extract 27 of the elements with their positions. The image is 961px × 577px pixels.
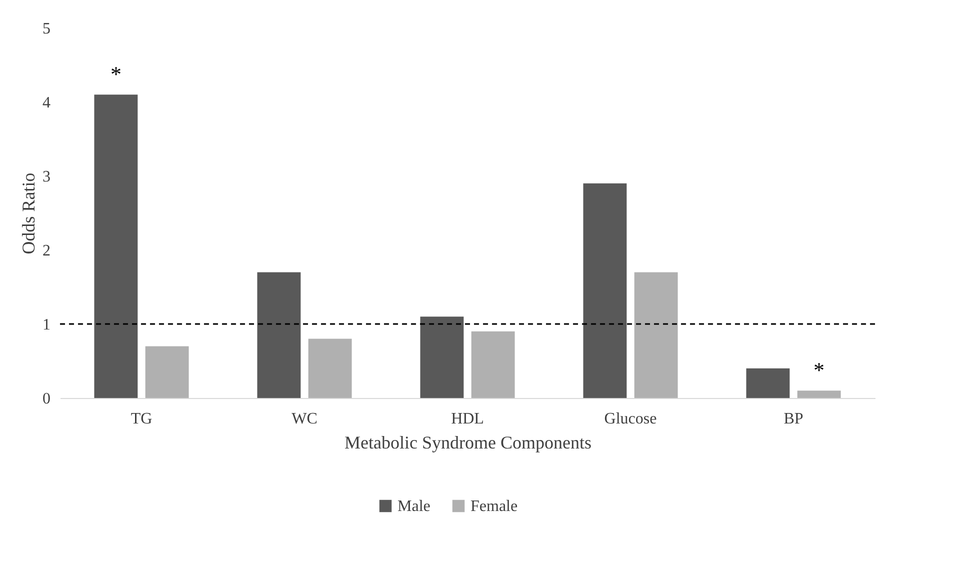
x-tick-label: WC — [292, 410, 318, 428]
x-tick-label: Glucose — [604, 410, 657, 428]
y-tick-label: 2 — [42, 242, 50, 260]
x-axis-title: Metabolic Syndrome Components — [344, 432, 592, 452]
y-tick-label: 0 — [42, 390, 50, 408]
legend-label: Female — [470, 498, 518, 515]
bar — [583, 183, 627, 398]
annotation: * — [814, 358, 825, 383]
bar — [145, 346, 189, 398]
bar — [94, 94, 138, 398]
bar — [308, 338, 352, 398]
bar — [634, 272, 678, 398]
bar — [420, 316, 464, 398]
x-tick-label: HDL — [451, 410, 484, 428]
annotation: * — [110, 62, 122, 87]
y-tick-label: 5 — [42, 20, 50, 38]
bar — [797, 390, 841, 398]
bar — [746, 368, 790, 398]
y-tick-label: 3 — [42, 168, 50, 186]
y-tick-label: 1 — [42, 316, 50, 334]
x-tick-label: TG — [130, 410, 153, 428]
y-axis-title: Odds Ratio — [18, 172, 38, 254]
legend-label: Male — [398, 498, 430, 515]
bar — [257, 272, 301, 398]
x-tick-label: BP — [784, 410, 804, 428]
y-tick-label: 4 — [42, 94, 50, 112]
bar — [471, 331, 515, 398]
